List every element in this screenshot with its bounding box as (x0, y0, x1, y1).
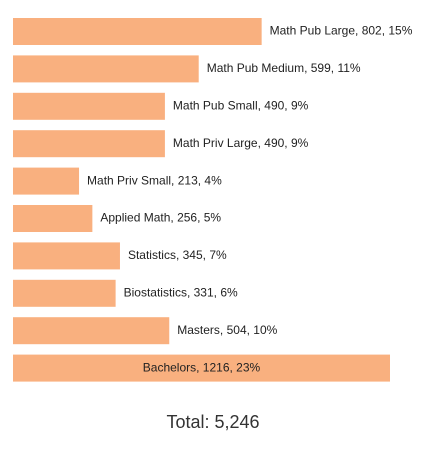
bar (13, 130, 165, 158)
bar (13, 242, 120, 270)
bar-label: Math Priv Large, 490, 9% (173, 136, 309, 150)
bar-label: Math Pub Small, 490, 9% (173, 98, 309, 112)
bar-label: Masters, 504, 10% (177, 323, 277, 337)
bar (13, 279, 116, 307)
bar (13, 18, 262, 45)
bar (13, 167, 80, 195)
bar (13, 92, 165, 120)
bar-label: Applied Math, 256, 5% (100, 211, 221, 225)
bar-label: Statistics, 345, 7% (128, 248, 227, 262)
bar (13, 205, 93, 232)
bar-label: Math Pub Medium, 599, 11% (207, 61, 361, 75)
bar (13, 354, 390, 382)
bar-label: Math Priv Small, 213, 4% (87, 173, 222, 187)
bar (13, 55, 199, 83)
bar-label: Bachelors, 1216, 23% (143, 360, 261, 374)
total-label: Total: 5,246 (166, 412, 259, 432)
bar (13, 317, 170, 345)
bar-label: Biostatistics, 331, 6% (124, 285, 238, 299)
bar-label: Math Pub Large, 802, 15% (270, 24, 413, 38)
